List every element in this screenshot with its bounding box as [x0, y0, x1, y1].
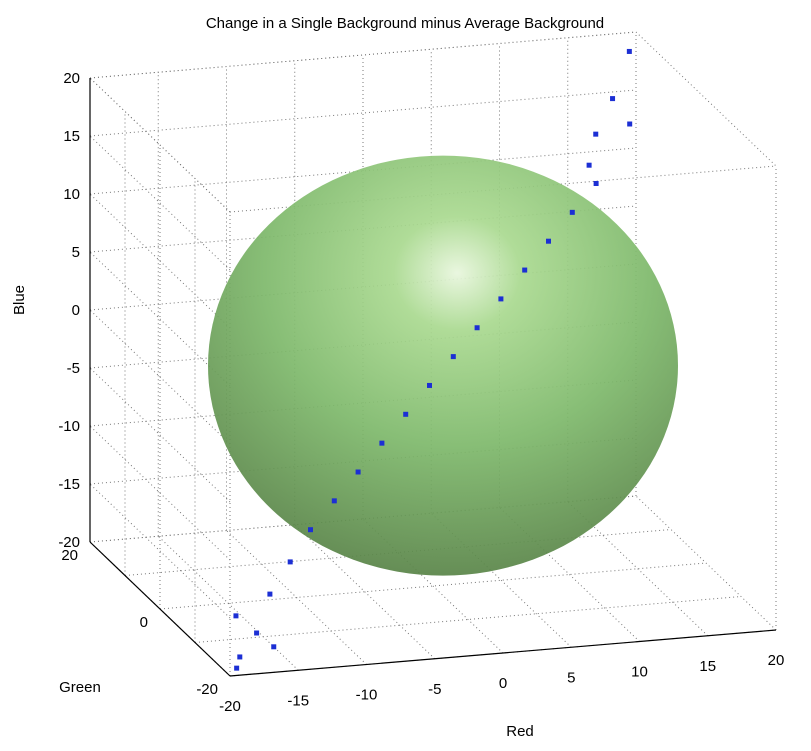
data-point: [267, 591, 273, 597]
grid-line: [89, 31, 637, 79]
z-axis-ticks: -20 -15 -10 -5 0 5 10 15 20: [58, 70, 80, 551]
data-point: [586, 162, 592, 168]
tick-label: 0: [499, 675, 507, 692]
grid-line: [124, 529, 672, 576]
grid-line: [89, 309, 231, 445]
tick-label: -20: [219, 698, 241, 715]
axis-line: [229, 629, 777, 677]
tick-label: 5: [72, 244, 80, 261]
tick-label: -10: [356, 687, 378, 704]
data-point: [355, 469, 361, 475]
data-point: [308, 527, 313, 533]
tick-label: 0: [72, 302, 80, 319]
grid-line: [89, 77, 231, 213]
y-axis-ticks: -20 0 20: [61, 547, 218, 698]
data-point: [271, 644, 277, 650]
grid-line: [430, 512, 572, 648]
tick-label: 20: [63, 70, 80, 87]
z-axis-label: Blue: [11, 285, 28, 315]
grid-line: [89, 425, 231, 561]
tick-label: -20: [196, 681, 218, 698]
grid-line: [89, 367, 231, 503]
grid-line: [567, 501, 709, 637]
data-point: [234, 665, 240, 671]
grid-line: [89, 483, 231, 619]
grid-line: [499, 507, 640, 642]
data-point: [498, 296, 504, 302]
grid-line: [635, 495, 777, 631]
data-point: [626, 48, 632, 54]
grid-line: [362, 518, 504, 654]
tick-label: 5: [567, 669, 575, 686]
grid-line: [294, 524, 436, 660]
grid-line: [89, 89, 637, 137]
tick-label: -20: [58, 534, 80, 551]
data-point: [627, 121, 633, 127]
tick-label: 10: [63, 186, 80, 203]
tick-label: -15: [287, 692, 309, 709]
data-point: [450, 354, 456, 360]
data-points: [233, 48, 633, 671]
grid-line: [635, 31, 777, 167]
data-point: [593, 181, 599, 186]
chart-title: Change in a Single Background minus Aver…: [206, 15, 604, 32]
grid-line: [89, 147, 637, 195]
tick-label: 0: [140, 614, 148, 631]
data-point: [287, 559, 293, 565]
axes-box: [89, 78, 777, 677]
data-point: [522, 267, 528, 273]
grid-line: [89, 193, 231, 329]
axis-line: [89, 541, 231, 677]
grid-line: [89, 31, 637, 79]
tick-label: -15: [58, 476, 80, 493]
data-point: [427, 382, 432, 388]
data-point: [233, 613, 239, 619]
x-axis-ticks: -20 -15 -10 -5 0 5 10 15 20: [219, 652, 784, 715]
data-point: [254, 630, 260, 636]
grid-line: [89, 251, 231, 387]
data-point: [403, 411, 409, 417]
tick-label: -5: [67, 360, 80, 377]
ellipsoid-surface: [208, 155, 678, 576]
x-axis-label: Red: [506, 723, 534, 740]
tick-label: -5: [428, 681, 441, 698]
tick-label: 20: [61, 547, 78, 564]
tick-label: 10: [631, 664, 648, 681]
data-point: [331, 498, 337, 504]
data-point: [593, 131, 599, 137]
grid-line: [159, 562, 707, 610]
data-point: [546, 238, 551, 244]
data-point: [610, 96, 616, 102]
data-point: [569, 209, 575, 215]
data-point: [237, 654, 243, 660]
tick-label: 20: [768, 652, 785, 669]
y-axis-label: Green: [59, 679, 101, 696]
data-point: [379, 440, 385, 446]
tick-label: 15: [63, 128, 80, 145]
tick-label: 15: [699, 658, 716, 675]
grid-line: [89, 135, 231, 271]
grid-line: [229, 165, 777, 213]
tick-label: -10: [58, 418, 80, 435]
grid-line: [194, 596, 742, 643]
data-point: [474, 325, 480, 331]
